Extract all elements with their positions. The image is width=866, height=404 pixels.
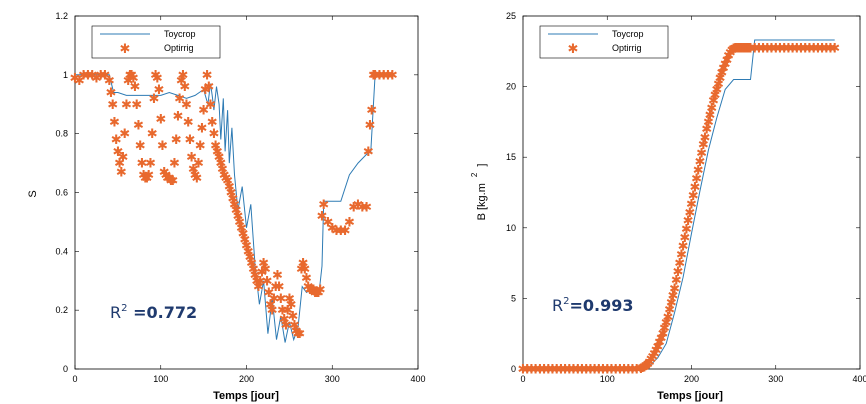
y-tick-label: 0 bbox=[511, 364, 516, 374]
point-optirrig: ✱ bbox=[135, 139, 146, 154]
point-optirrig: ✱ bbox=[203, 80, 214, 95]
x-tick-label: 200 bbox=[239, 374, 254, 384]
point-optirrig: ✱ bbox=[315, 283, 326, 298]
point-optirrig: ✱ bbox=[191, 171, 202, 186]
point-optirrig: ✱ bbox=[121, 98, 132, 113]
point-optirrig: ✱ bbox=[387, 68, 398, 83]
legend-optirrig-marker: ✱ bbox=[568, 42, 579, 57]
point-optirrig: ✱ bbox=[294, 327, 305, 342]
y-tick-label: 0.8 bbox=[55, 129, 68, 139]
y-tick-label: 1 bbox=[63, 70, 68, 80]
point-optirrig: ✱ bbox=[109, 115, 120, 130]
point-optirrig: ✱ bbox=[184, 133, 195, 148]
point-optirrig: ✱ bbox=[133, 118, 144, 133]
point-optirrig: ✱ bbox=[171, 133, 182, 148]
point-optirrig: ✱ bbox=[147, 127, 158, 142]
y-tick-label: 0 bbox=[63, 364, 68, 374]
point-optirrig: ✱ bbox=[344, 215, 355, 230]
point-optirrig: ✱ bbox=[195, 139, 206, 154]
point-optirrig: ✱ bbox=[183, 115, 194, 130]
y-axis-label-left: S bbox=[27, 190, 39, 197]
y-tick-label: 10 bbox=[506, 223, 516, 233]
x-axis-label-right: Temps [jour] bbox=[657, 390, 723, 402]
legend-toycrop-label: Toycrop bbox=[612, 29, 644, 39]
point-optirrig: ✱ bbox=[169, 157, 180, 172]
point-optirrig: ✱ bbox=[196, 121, 207, 136]
legend-toycrop-label: Toycrop bbox=[164, 29, 196, 39]
y-tick-label: 15 bbox=[506, 152, 516, 162]
point-optirrig: ✱ bbox=[118, 151, 129, 166]
x-tick-label: 0 bbox=[72, 374, 77, 384]
point-optirrig: ✱ bbox=[181, 98, 192, 113]
x-tick-label: 300 bbox=[768, 374, 783, 384]
y-axis-label-right: B [kg.m2] bbox=[470, 164, 488, 221]
point-optirrig: ✱ bbox=[205, 98, 216, 113]
point-optirrig: ✱ bbox=[365, 118, 376, 133]
y-tick-label: 1.2 bbox=[55, 11, 68, 21]
point-optirrig: ✱ bbox=[363, 145, 374, 160]
point-optirrig: ✱ bbox=[131, 98, 142, 113]
x-tick-label: 400 bbox=[852, 374, 866, 384]
point-optirrig: ✱ bbox=[154, 83, 165, 98]
point-optirrig: ✱ bbox=[130, 80, 141, 95]
point-optirrig: ✱ bbox=[145, 157, 156, 172]
legend-optirrig-marker: ✱ bbox=[120, 42, 131, 57]
point-optirrig: ✱ bbox=[119, 127, 130, 142]
x-axis-label-left: Temps [jour] bbox=[213, 390, 279, 402]
x-tick-label: 100 bbox=[153, 374, 168, 384]
legend-left: Toycrop ✱ Optirrig bbox=[92, 26, 220, 58]
point-optirrig: ✱ bbox=[318, 198, 329, 213]
point-optirrig: ✱ bbox=[366, 104, 377, 119]
point-optirrig: ✱ bbox=[179, 80, 190, 95]
y-tick-label: 0.6 bbox=[55, 188, 68, 198]
legend-optirrig-label: Optirrig bbox=[164, 43, 194, 53]
y-tick-label: 25 bbox=[506, 11, 516, 21]
point-optirrig: ✱ bbox=[361, 201, 372, 216]
point-optirrig: ✱ bbox=[167, 174, 178, 189]
point-optirrig: ✱ bbox=[107, 98, 118, 113]
point-optirrig: ✱ bbox=[829, 41, 840, 56]
legend-optirrig-label: Optirrig bbox=[612, 43, 642, 53]
point-optirrig: ✱ bbox=[155, 113, 166, 128]
y-tick-label: 20 bbox=[506, 82, 516, 92]
x-tick-label: 200 bbox=[684, 374, 699, 384]
point-optirrig: ✱ bbox=[157, 139, 168, 154]
point-optirrig: ✱ bbox=[116, 165, 127, 180]
x-tick-label: 300 bbox=[325, 374, 340, 384]
x-tick-label: 400 bbox=[410, 374, 425, 384]
y-tick-label: 0.4 bbox=[55, 246, 68, 256]
y-tick-label: 0.2 bbox=[55, 305, 68, 315]
point-optirrig: ✱ bbox=[193, 157, 204, 172]
y-tick-label: 5 bbox=[511, 293, 516, 303]
legend-right: Toycrop ✱ Optirrig bbox=[540, 26, 668, 58]
chart-left: 00.20.40.60.811.2 0 100 200 300 400 ✱✱✱✱✱✱✱✱… bbox=[27, 11, 426, 402]
